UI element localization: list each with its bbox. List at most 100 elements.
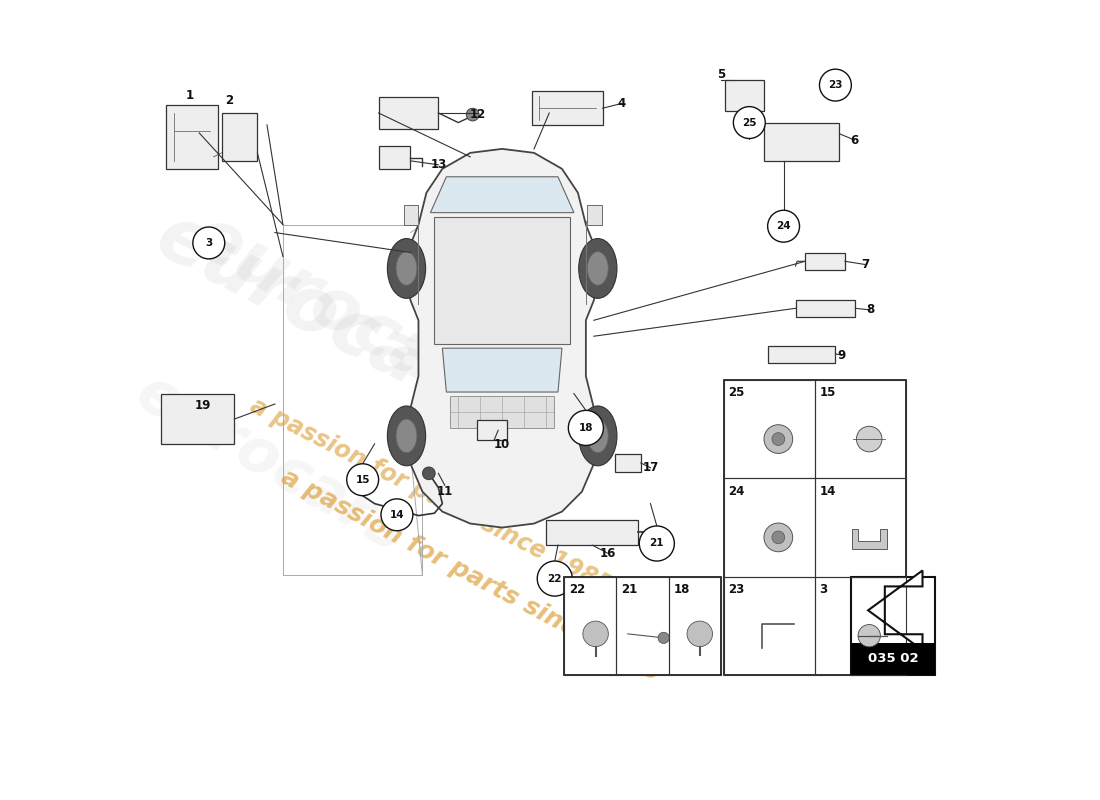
Text: 21: 21 [650,538,664,549]
Text: 12: 12 [470,108,486,121]
Text: 17: 17 [642,462,659,474]
Circle shape [764,425,793,454]
Bar [615,454,641,472]
Text: 4: 4 [617,97,626,110]
Text: 14: 14 [389,510,404,520]
Circle shape [820,69,851,101]
Bar [161,394,234,444]
Ellipse shape [387,238,426,298]
Bar [564,577,721,675]
Ellipse shape [587,252,608,285]
Ellipse shape [387,406,426,466]
Ellipse shape [396,252,417,285]
Text: 14: 14 [820,485,836,498]
Text: eurocars: eurocars [179,202,522,439]
Bar [795,299,856,317]
Circle shape [658,632,669,643]
Bar [404,205,418,225]
Ellipse shape [587,419,608,453]
Bar [763,122,839,161]
Text: 8: 8 [867,303,875,317]
Circle shape [192,227,224,259]
Bar [768,346,835,363]
Bar [815,577,905,675]
Text: 25: 25 [742,118,757,127]
Bar [221,113,257,161]
Text: 5: 5 [717,68,726,82]
Polygon shape [450,396,554,428]
Bar [815,380,905,478]
Text: 3: 3 [206,238,212,248]
Text: 1: 1 [186,89,194,102]
Bar [587,205,602,225]
Bar [546,519,638,545]
Polygon shape [434,217,570,344]
Ellipse shape [579,406,617,466]
Circle shape [688,621,713,646]
Circle shape [569,410,604,446]
Circle shape [422,467,436,480]
Text: eurocars: eurocars [125,363,416,565]
Text: 035 02: 035 02 [868,652,918,666]
Text: 25: 25 [728,386,745,399]
Text: 3: 3 [820,583,827,596]
Text: 9: 9 [838,349,846,362]
Circle shape [466,108,478,121]
Circle shape [381,499,412,530]
Text: 6: 6 [850,134,859,146]
Ellipse shape [579,238,617,298]
Polygon shape [407,149,597,527]
Bar [724,577,815,675]
Text: a passion for parts since 1985: a passion for parts since 1985 [277,465,663,686]
Text: 16: 16 [600,546,616,559]
Text: 24: 24 [728,485,745,498]
Text: a passion for parts since 1985: a passion for parts since 1985 [245,394,615,598]
Text: 23: 23 [828,80,843,90]
Ellipse shape [396,419,417,453]
Bar [378,146,410,169]
Circle shape [346,464,378,496]
Bar [532,91,603,125]
Bar [378,97,439,129]
Polygon shape [851,530,887,550]
Bar [564,577,616,675]
Bar [724,478,815,577]
Circle shape [639,526,674,561]
Bar [724,380,905,675]
Circle shape [537,561,572,596]
Bar [851,577,935,675]
Bar [166,105,218,169]
Bar [476,420,507,440]
Circle shape [768,210,800,242]
Circle shape [772,433,784,446]
Bar [805,253,845,270]
Text: 7: 7 [861,258,869,271]
Bar [815,478,905,577]
Circle shape [772,531,784,544]
Text: 15: 15 [820,386,836,399]
Circle shape [734,106,766,138]
Circle shape [858,625,880,647]
Bar [725,79,763,111]
Text: 11: 11 [437,485,453,498]
Circle shape [857,426,882,452]
Polygon shape [868,570,923,650]
Bar [724,380,815,478]
Circle shape [583,621,608,646]
Text: 23: 23 [728,583,745,596]
Text: 22: 22 [548,574,562,583]
Text: 13: 13 [430,158,447,171]
Circle shape [764,523,793,552]
Text: 18: 18 [673,583,690,596]
Bar [616,577,669,675]
Text: 10: 10 [494,438,510,451]
Polygon shape [430,177,574,213]
Text: 18: 18 [579,423,593,433]
Text: 21: 21 [621,583,638,596]
Polygon shape [442,348,562,392]
Text: 2: 2 [226,94,233,106]
Circle shape [648,526,659,538]
Bar [851,642,935,675]
Text: 24: 24 [777,222,791,231]
Text: eurocars: eurocars [143,199,510,442]
